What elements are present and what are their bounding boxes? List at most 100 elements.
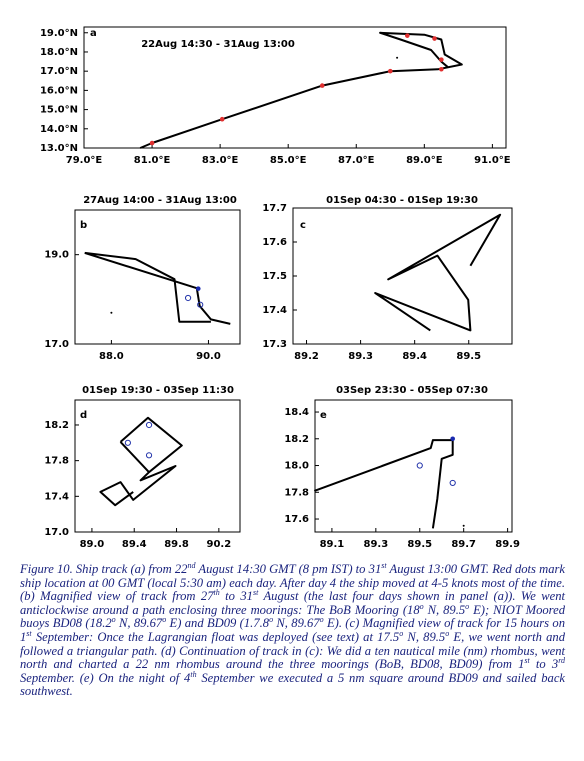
caption-superscript: th bbox=[190, 669, 197, 679]
caption-text: N, 89.5 bbox=[403, 629, 446, 644]
panel-label: d bbox=[80, 410, 87, 421]
caption-superscript: o bbox=[111, 615, 116, 625]
x-tick-label: 90.2 bbox=[207, 539, 232, 550]
panel-label: e bbox=[320, 410, 327, 421]
y-tick-label: 17.0°N bbox=[40, 66, 78, 77]
y-tick-label: 15.0°N bbox=[40, 105, 78, 116]
mooring-circle bbox=[124, 439, 131, 446]
x-tick-label: 89.0 bbox=[80, 539, 105, 550]
y-tick-label: 17.8 bbox=[284, 487, 309, 498]
location-dot bbox=[195, 286, 201, 291]
location-dot bbox=[319, 83, 325, 88]
caption-text: September we executed a 5 nm square arou… bbox=[20, 670, 565, 699]
caption-text: to 3 bbox=[529, 657, 559, 672]
panel-label: b bbox=[80, 220, 87, 231]
caption-superscript: o bbox=[445, 628, 450, 638]
y-tick-label: 14.0°N bbox=[40, 124, 78, 135]
location-dot bbox=[396, 56, 399, 59]
y-tick-label: 18.2 bbox=[44, 420, 69, 431]
location-dot bbox=[439, 57, 444, 62]
ship-track bbox=[374, 213, 502, 332]
panel-label: c bbox=[300, 220, 306, 231]
caption-superscript: st bbox=[524, 655, 530, 665]
caption-superscript: o bbox=[269, 615, 274, 625]
panel-title: 01Sep 04:30 - 01Sep 19:30 bbox=[326, 195, 478, 206]
x-tick-label: 89.5 bbox=[456, 351, 481, 362]
caption-superscript: st bbox=[381, 560, 387, 570]
caption-text: N, 89.67 bbox=[115, 616, 163, 631]
location-dot bbox=[405, 33, 410, 38]
frame bbox=[74, 209, 241, 345]
frame bbox=[74, 399, 241, 533]
caption-superscript: o bbox=[162, 615, 167, 625]
y-tick-label: 17.6 bbox=[262, 237, 287, 248]
caption-text: E); NIOT Moored buoys BD08 (18.2 bbox=[20, 602, 565, 631]
x-tick-label: 89.4 bbox=[402, 351, 427, 362]
location-dot bbox=[110, 311, 113, 314]
figure: a 22Aug 14:30 - 31Aug 13:00 79.0°E 81.0°E 83… bbox=[40, 26, 520, 550]
caption-text: September. (e) On the night of 4 bbox=[20, 670, 191, 685]
x-tick-label: 87.0°E bbox=[338, 155, 375, 166]
caption: Figure 10. Ship track (a) from 22nd Augu… bbox=[20, 560, 565, 699]
caption-superscript: th bbox=[213, 588, 220, 597]
mooring-circle bbox=[145, 452, 153, 459]
x-tick-label: 89.1 bbox=[320, 539, 345, 550]
x-tick-label: 89.9 bbox=[495, 539, 520, 550]
x-tick-label: 89.0°E bbox=[406, 155, 443, 166]
panel-title: 22Aug 14:30 - 31Aug 13:00 bbox=[141, 39, 295, 50]
caption-superscript: o bbox=[419, 601, 424, 611]
ship-track bbox=[313, 439, 454, 529]
x-tick-label: 89.8 bbox=[164, 539, 189, 550]
mooring-circle bbox=[416, 462, 423, 469]
caption-text: August 13:00 GMT. Red dots mark ship loc… bbox=[20, 562, 565, 604]
ship-track bbox=[99, 416, 183, 507]
x-tick-label: 85.0°E bbox=[270, 155, 307, 166]
caption-superscript: o bbox=[465, 601, 470, 611]
caption-text: E). (c) Magnified view of track for 15 h… bbox=[20, 616, 565, 644]
x-tick-label: 91.0°E bbox=[474, 155, 511, 166]
mooring-circle bbox=[145, 421, 153, 429]
x-tick-label: 89.3 bbox=[363, 539, 388, 550]
y-tick-label: 13.0°N bbox=[40, 143, 78, 154]
y-tick-label: 19.0 bbox=[44, 250, 69, 261]
x-tick-label: 89.4 bbox=[122, 539, 147, 550]
x-tick-label: 88.0 bbox=[99, 351, 124, 362]
y-tick-label: 18.0 bbox=[284, 461, 309, 472]
y-tick-label: 17.0 bbox=[44, 339, 69, 350]
panel-title: 01Sep 19:30 - 03Sep 11:30 bbox=[82, 385, 234, 396]
y-tick-label: 17.8 bbox=[44, 456, 69, 467]
x-tick-label: 89.3 bbox=[348, 351, 373, 362]
x-tick-label: 90.0 bbox=[196, 351, 221, 362]
caption-text: E) and BD09 (1.7.8 bbox=[166, 616, 270, 631]
y-tick-label: 17.5 bbox=[262, 271, 287, 282]
mooring-circle bbox=[184, 294, 192, 302]
caption-text: Figure 10. Ship track (a) from 22 bbox=[20, 562, 188, 576]
frame bbox=[83, 26, 507, 149]
location-dot bbox=[149, 140, 155, 146]
caption-superscript: o bbox=[319, 615, 324, 625]
x-tick-label: 81.0°E bbox=[134, 155, 171, 166]
y-tick-label: 18.2 bbox=[284, 434, 309, 445]
x-tick-label: 83.0°E bbox=[202, 155, 239, 166]
caption-text: N, 89.5 bbox=[423, 602, 466, 617]
location-dot bbox=[439, 66, 444, 72]
location-dot bbox=[387, 68, 393, 74]
y-tick-label: 16.0°N bbox=[40, 85, 78, 96]
panel-label: a bbox=[90, 28, 97, 39]
caption-text: September: Once the Lagrangian float was… bbox=[31, 629, 400, 644]
panel-title: 27Aug 14:00 - 31Aug 13:00 bbox=[83, 195, 237, 206]
caption-superscript: st bbox=[252, 588, 259, 597]
caption-superscript: o bbox=[399, 628, 404, 638]
location-dot bbox=[219, 116, 225, 122]
caption-superscript: nd bbox=[187, 560, 196, 570]
ship-track bbox=[84, 251, 231, 325]
location-dot bbox=[462, 524, 465, 527]
caption-text: August 14:30 GMT (8 pm IST) to 31 bbox=[195, 562, 382, 576]
caption-text: to 31 bbox=[219, 589, 253, 604]
y-tick-label: 17.4 bbox=[262, 305, 287, 316]
y-tick-label: 17.3 bbox=[262, 339, 287, 350]
x-tick-label: 89.5 bbox=[407, 539, 432, 550]
y-tick-label: 19.0°N bbox=[40, 28, 78, 39]
ship-track bbox=[139, 31, 463, 149]
